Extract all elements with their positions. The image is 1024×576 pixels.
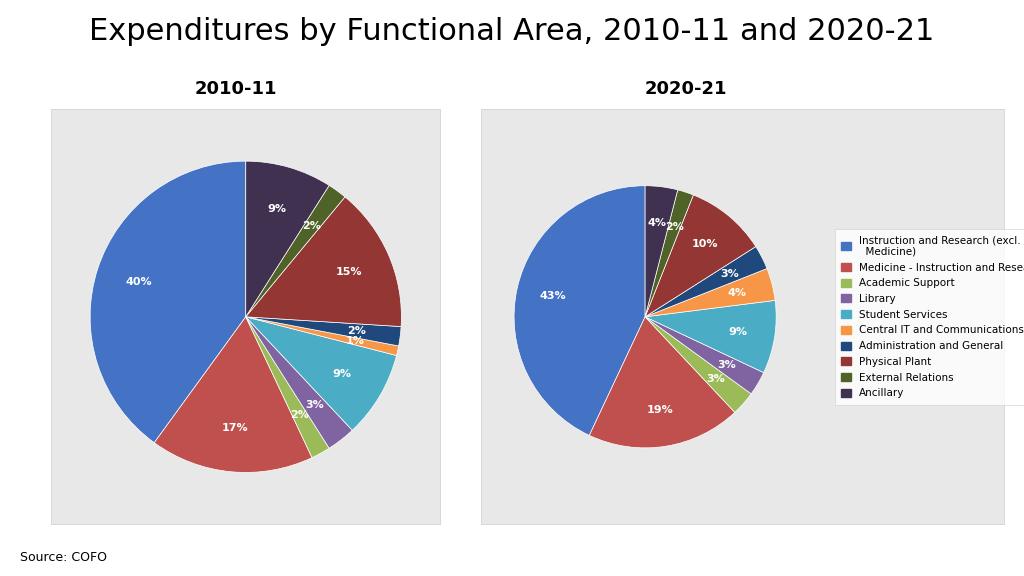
Text: 2%: 2% xyxy=(302,221,322,231)
Text: 9%: 9% xyxy=(333,369,351,379)
Text: 40%: 40% xyxy=(126,277,153,287)
Wedge shape xyxy=(645,195,756,317)
Wedge shape xyxy=(246,197,401,327)
Text: 4%: 4% xyxy=(727,289,746,298)
Wedge shape xyxy=(246,317,352,448)
Text: 1%: 1% xyxy=(346,336,365,346)
Wedge shape xyxy=(246,317,398,355)
Text: Expenditures by Functional Area, 2010-11 and 2020-21: Expenditures by Functional Area, 2010-11… xyxy=(89,17,935,46)
Wedge shape xyxy=(645,317,764,394)
Wedge shape xyxy=(246,185,345,317)
Text: 2%: 2% xyxy=(665,222,684,232)
Text: 9%: 9% xyxy=(729,327,748,336)
Text: 4%: 4% xyxy=(647,218,667,228)
Legend: Instruction and Research (excl.
  Medicine), Medicine - Instruction and Research: Instruction and Research (excl. Medicine… xyxy=(836,229,1024,404)
Text: Source: COFO: Source: COFO xyxy=(20,551,108,564)
Text: 3%: 3% xyxy=(720,269,738,279)
Text: 2010-11: 2010-11 xyxy=(195,80,276,98)
Wedge shape xyxy=(514,185,645,435)
Text: 3%: 3% xyxy=(717,360,735,370)
Text: 17%: 17% xyxy=(222,423,249,433)
Wedge shape xyxy=(246,161,329,317)
Text: 3%: 3% xyxy=(305,400,324,410)
Text: 3%: 3% xyxy=(707,374,725,384)
Text: 43%: 43% xyxy=(540,291,566,301)
Wedge shape xyxy=(246,317,401,346)
Wedge shape xyxy=(645,317,752,412)
Text: 2020-21: 2020-21 xyxy=(645,80,727,98)
Wedge shape xyxy=(155,317,312,472)
Text: 2%: 2% xyxy=(347,326,367,336)
Wedge shape xyxy=(645,190,693,317)
Wedge shape xyxy=(90,161,246,443)
Wedge shape xyxy=(645,300,776,373)
Wedge shape xyxy=(645,247,767,317)
Text: 19%: 19% xyxy=(646,405,673,415)
Wedge shape xyxy=(645,268,775,317)
Wedge shape xyxy=(246,317,396,430)
Text: 10%: 10% xyxy=(692,239,719,249)
Text: 2%: 2% xyxy=(291,410,309,420)
Wedge shape xyxy=(645,185,678,317)
Wedge shape xyxy=(590,317,735,448)
Text: 9%: 9% xyxy=(267,204,287,214)
Wedge shape xyxy=(246,317,329,458)
Text: 15%: 15% xyxy=(335,267,361,277)
